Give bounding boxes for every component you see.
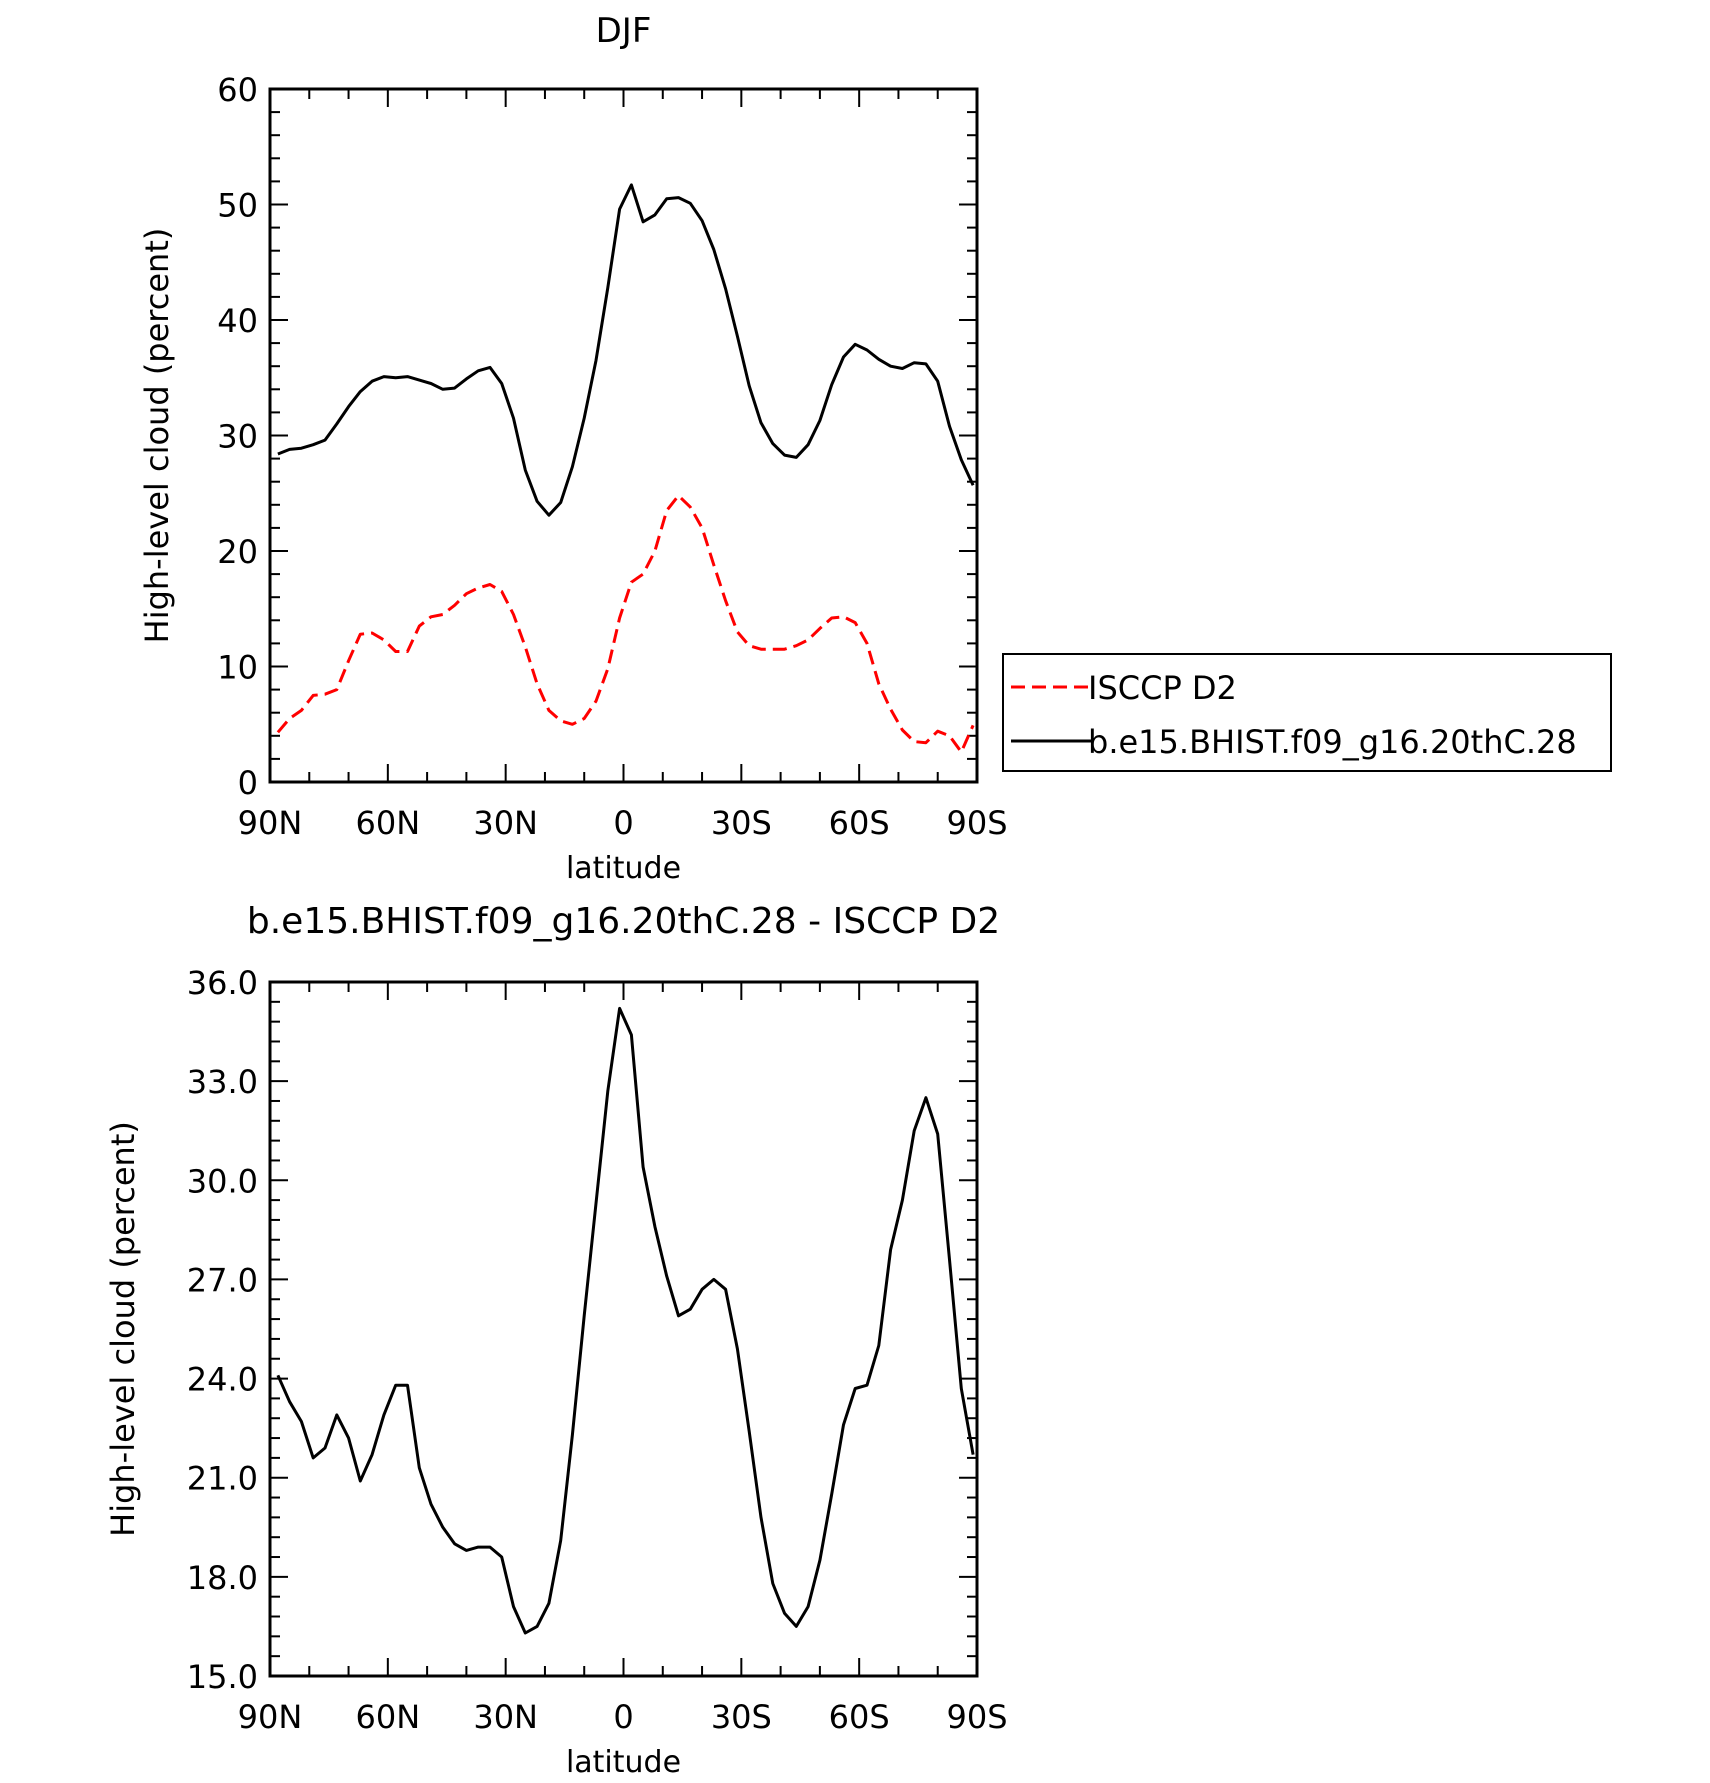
x-tick-label: 60S (829, 1698, 890, 1736)
x-tick-label: 30S (711, 1698, 772, 1736)
x-tick-label: 60S (829, 804, 890, 842)
x-tick-label: 0 (613, 1698, 633, 1736)
x-tick-label: 60N (356, 804, 421, 842)
y-tick-label: 36.0 (187, 964, 258, 1002)
djf-panel: DJF 0 10 20 30 40 50 60 90N 60N 30N 0 30S 60S 90S latit… (138, 11, 1008, 886)
x-tick-label: 30N (473, 804, 538, 842)
chart-title: b.e15.BHIST.f09_g16.20thC.28 - ISCCP D2 (247, 901, 1000, 942)
y-tick-label: 21.0 (187, 1460, 258, 1498)
y-tick-label: 60 (217, 71, 258, 109)
y-tick-label: 27.0 (187, 1261, 258, 1299)
series-line-1 (277, 183, 975, 517)
chart-title: DJF (596, 11, 652, 51)
y-axis-label: High-level cloud (percent) (138, 228, 176, 644)
y-tick-label: 33.0 (187, 1063, 258, 1101)
y-tick-label: 18.0 (187, 1559, 258, 1597)
x-tick-label: 90S (946, 1698, 1007, 1736)
y-tick-label: 24.0 (187, 1361, 258, 1399)
series-line-0 (276, 1006, 975, 1635)
difference-panel: b.e15.BHIST.f09_g16.20thC.28 - ISCCP D2 1… (104, 901, 1008, 1780)
x-tick-label: 60N (356, 1698, 421, 1736)
y-axis-label: High-level cloud (percent) (104, 1121, 142, 1537)
y-tick-label: 0 (238, 764, 258, 802)
y-tick-label: 15.0 (187, 1658, 258, 1696)
y-tick-label: 50 (217, 187, 258, 225)
y-tick-label: 30 (217, 418, 258, 456)
y-tick-label: 40 (217, 302, 258, 340)
x-tick-label: 90N (238, 804, 303, 842)
x-tick-label: 90S (946, 804, 1007, 842)
x-tick-label: 30S (711, 804, 772, 842)
legend-label: b.e15.BHIST.f09_g16.20thC.28 (1088, 723, 1577, 761)
legend-label: ISCCP D2 (1088, 669, 1237, 707)
x-tick-label: 90N (238, 1698, 303, 1736)
y-tick-label: 10 (217, 649, 258, 687)
x-axis-label: latitude (566, 1745, 681, 1780)
plot-frame (268, 980, 979, 1678)
series-line-0 (276, 494, 975, 754)
y-tick-label: 20 (217, 533, 258, 571)
plot-frame (268, 87, 979, 784)
x-tick-label: 30N (473, 1698, 538, 1736)
legend: ISCCP D2 b.e15.BHIST.f09_g16.20thC.28 (1002, 653, 1612, 772)
x-tick-label: 0 (613, 804, 633, 842)
legend-box (1002, 653, 1612, 772)
y-tick-label: 30.0 (187, 1162, 258, 1200)
x-axis-label: latitude (566, 851, 681, 886)
